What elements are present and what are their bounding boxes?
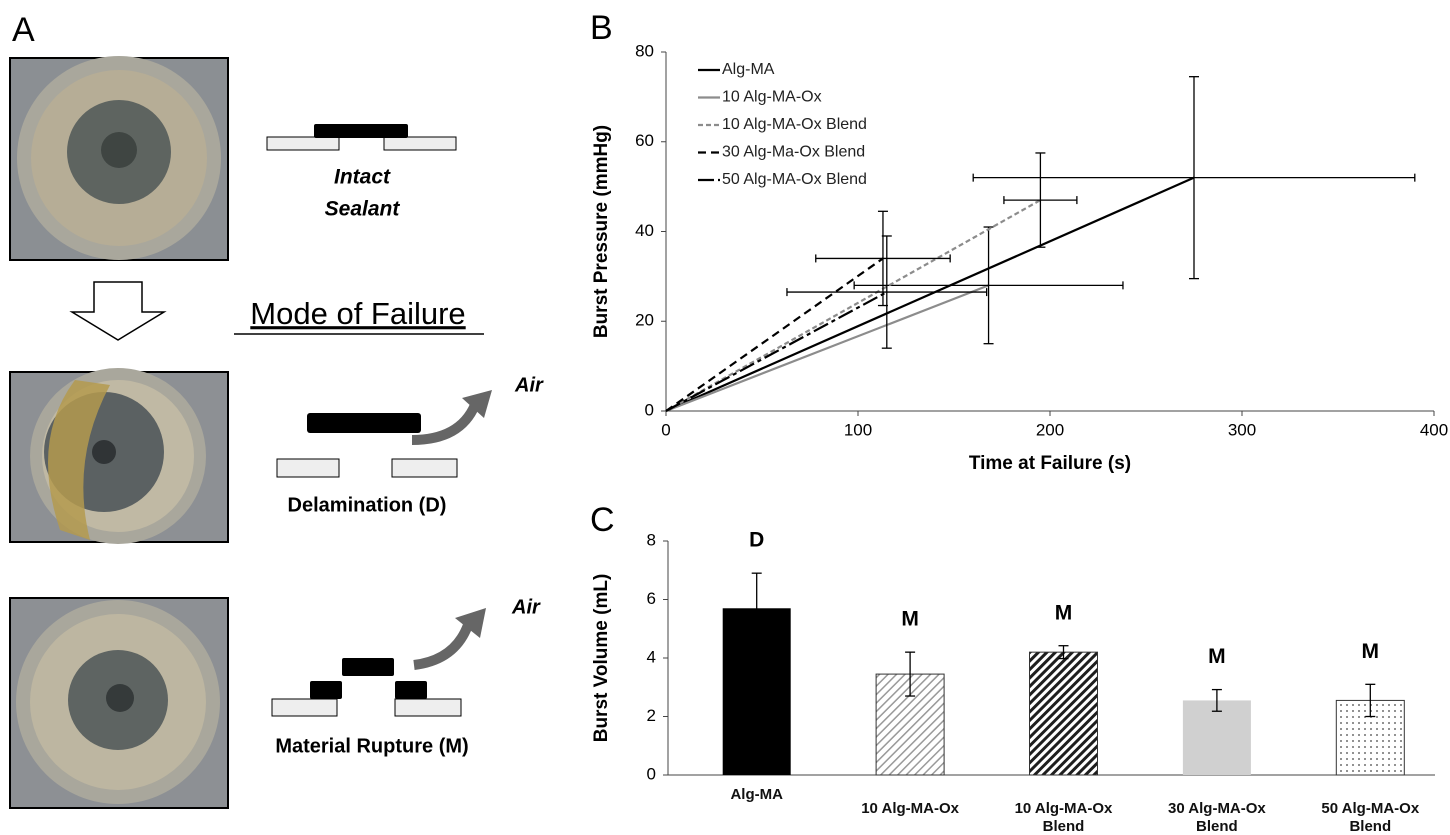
air-arrow (413, 623, 473, 670)
x-error-bar (853, 281, 1124, 290)
x-tick-label: 400 (1420, 420, 1448, 439)
x-tick-label: 30 Alg-MA-Ox Blend (1167, 800, 1266, 835)
air-arrow-head (455, 608, 486, 638)
substrate (394, 698, 462, 717)
series-line (665, 284, 989, 413)
y-tick-label: 60 (635, 131, 654, 150)
y-tick-label: 0 (647, 764, 656, 783)
annotation: D (749, 529, 764, 552)
x-error-bar (815, 254, 951, 263)
air-arrow (411, 402, 480, 445)
series-line (665, 291, 888, 412)
error-bar (1211, 688, 1222, 712)
x-error-bar (972, 173, 1416, 182)
annotation: M (1208, 645, 1226, 668)
legend-label: 10 Alg-MA-Ox Blend (722, 116, 867, 133)
annotation: M (1055, 601, 1073, 624)
sealant (342, 658, 394, 676)
legend-label: 10 Alg-MA-Ox (722, 89, 822, 106)
x-error-bar (786, 288, 988, 297)
down-arrow (69, 281, 167, 341)
x-tick-label: 0 (661, 420, 670, 439)
diagram-label: Sealant (325, 198, 401, 221)
error-bar (1365, 683, 1376, 718)
substrate (271, 698, 338, 717)
y-tick-label: 6 (647, 589, 656, 608)
diagram-label: Intact (334, 166, 391, 189)
legend-label: Alg-MA (722, 61, 775, 78)
series-line (665, 199, 1041, 412)
x-tick-label: 10 Alg-MA-Ox (861, 800, 959, 817)
annotation: M (1362, 640, 1380, 663)
diagram-label: Air (511, 596, 541, 618)
y-tick-label: 40 (635, 221, 654, 240)
photo-rupture (9, 597, 229, 809)
photo-delamination (9, 368, 229, 544)
x-tick-label: 100 (844, 420, 872, 439)
series-line (665, 176, 1195, 413)
photo-intact (9, 56, 229, 261)
panel-label: C (590, 501, 615, 539)
legend-label: 30 Alg-Ma-Ox Blend (722, 144, 865, 161)
bar (1029, 651, 1098, 776)
panel-label: B (590, 9, 613, 47)
x-tick-label: 50 Alg-MA-Ox Blend (1321, 800, 1420, 835)
y-tick-label: 0 (645, 400, 654, 419)
sealant (307, 413, 421, 433)
x-axis-label: Time at Failure (s) (969, 453, 1131, 474)
panel-label: A (12, 11, 35, 49)
y-tick-label: 8 (647, 530, 656, 549)
legend-label: 50 Alg-MA-Ox Blend (722, 171, 867, 188)
sealant (395, 681, 427, 699)
annotation: M (901, 608, 919, 631)
diagram-label: Delamination (D) (288, 494, 447, 516)
x-tick-label: Alg-MA (730, 786, 783, 803)
diagram-label: Material Rupture (M) (275, 735, 468, 757)
y-tick-label: 2 (647, 706, 656, 725)
y-tick-label: 20 (635, 311, 654, 330)
error-bar (1058, 645, 1069, 660)
x-tick-label: 300 (1228, 420, 1256, 439)
error-bar (905, 651, 916, 697)
y-axis-label: Burst Volume (mL) (591, 574, 612, 743)
substrate (276, 458, 340, 478)
diagram-label: Air (514, 374, 544, 396)
x-tick-label: 200 (1036, 420, 1064, 439)
bar (1182, 700, 1251, 775)
substrate (391, 458, 458, 478)
substrate (383, 136, 457, 151)
sealant (314, 124, 408, 138)
substrate (266, 136, 340, 151)
y-tick-label: 4 (647, 647, 656, 666)
y-tick-label: 80 (635, 41, 654, 60)
series-line (665, 257, 884, 412)
x-tick-label: 10 Alg-MA-Ox Blend (1014, 800, 1113, 835)
sealant (310, 681, 342, 699)
air-arrow-head (462, 390, 492, 418)
diagram-title: Mode of Failure (250, 296, 465, 331)
error-bar (751, 572, 762, 645)
y-axis-label: Burst Pressure (mmHg) (591, 125, 612, 338)
x-error-bar (1003, 196, 1078, 205)
